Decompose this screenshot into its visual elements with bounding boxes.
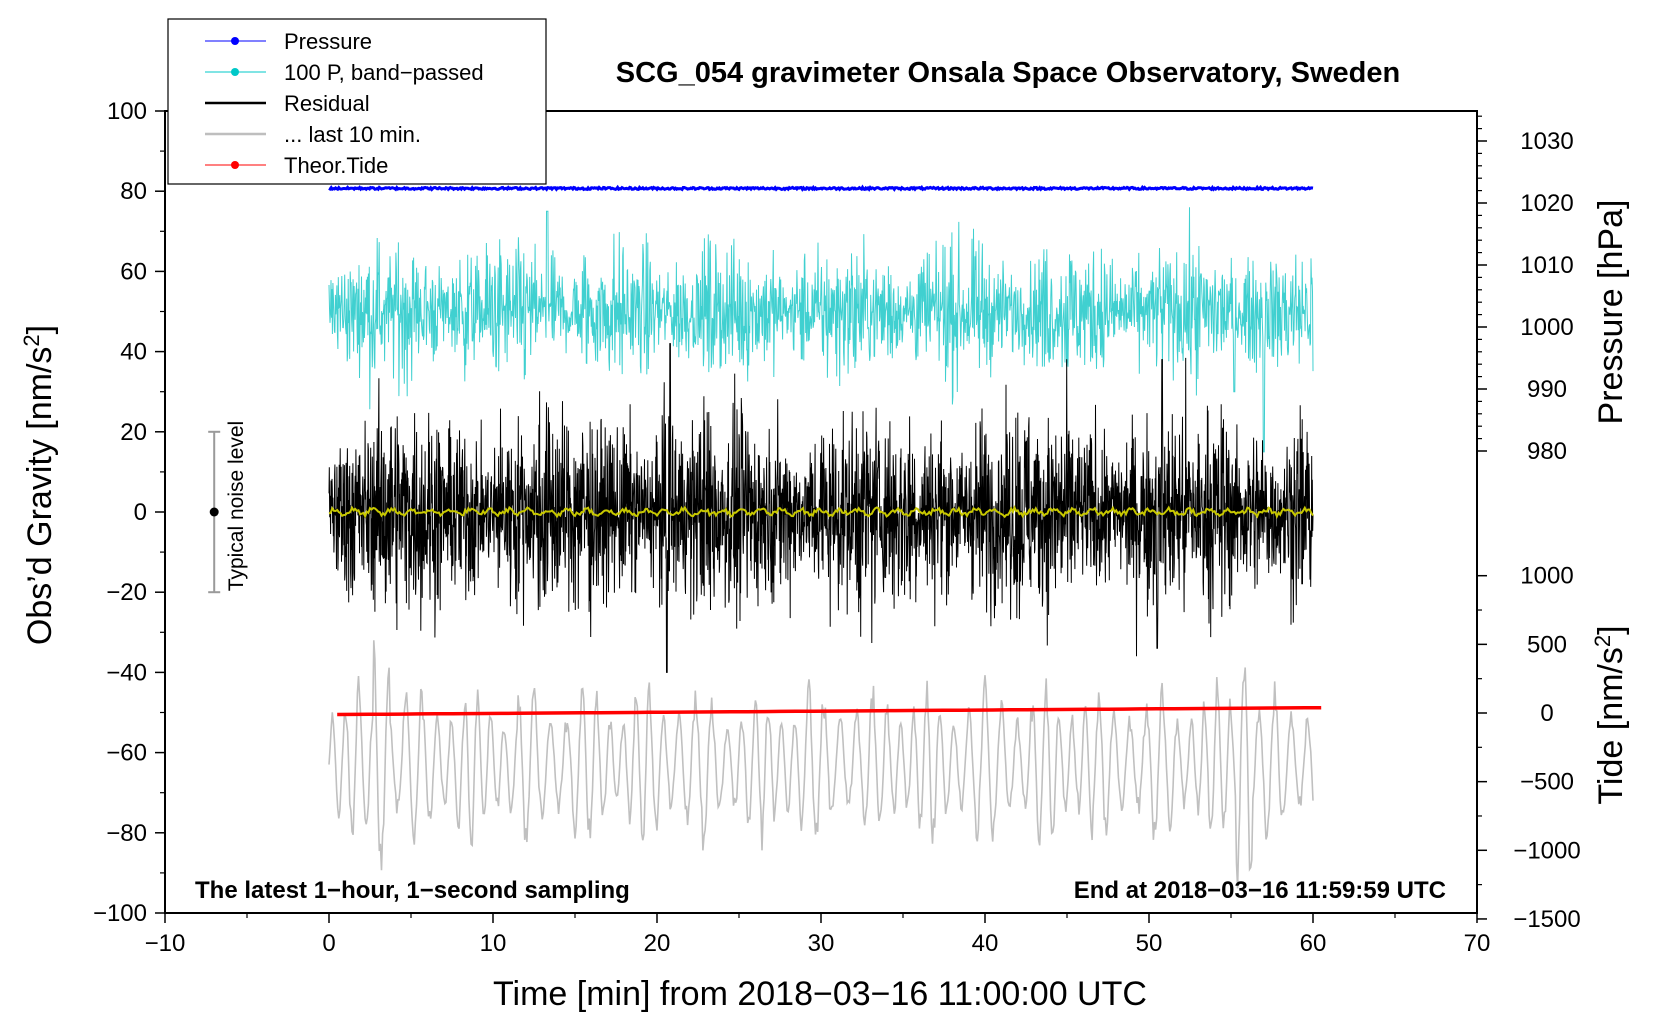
annotation-end-time: End at 2018−03−16 11:59:59 UTC (1074, 877, 1446, 904)
tide-tick-label: 500 (1527, 631, 1567, 658)
tide-tick-label: −1000 (1513, 837, 1580, 864)
tide-axis-ticks: 1000 500 0 −500 −1000 −1500 (1477, 563, 1581, 933)
pressure-axis-ticks: 980 990 1000 1010 1020 1030 (1477, 115, 1574, 465)
noise-bar-center-dot (209, 507, 219, 517)
y-axis-label-left-tail: ] (21, 325, 59, 334)
annotation-sampling: The latest 1−hour, 1−second sampling (195, 877, 630, 904)
legend-swatch-marker (231, 68, 239, 76)
chart-title: SCG_054 gravimeter Onsala Space Observat… (616, 57, 1400, 89)
legend-label: Pressure (284, 29, 372, 54)
pressure-tick-label: 1020 (1520, 190, 1573, 217)
pressure-tick-label: 1000 (1520, 314, 1573, 341)
y-tick-label: 100 (107, 98, 147, 125)
y-axis-label-left: Obs’d Gravity [nm/s2] (19, 325, 59, 645)
series-residual-smoothed- (328, 504, 1314, 519)
y-axis-label-tide-sup: 2 (1590, 635, 1615, 647)
series-theor-tide (337, 705, 1322, 717)
pressure-tick-label: 1010 (1520, 252, 1573, 279)
tide-tick-label: −500 (1520, 769, 1574, 796)
x-tick-label: −10 (145, 930, 186, 957)
legend-swatch-marker (231, 37, 239, 45)
tide-tick-label: 0 (1540, 700, 1553, 727)
y-tick-label: −20 (106, 579, 147, 606)
legend-box (167, 18, 547, 185)
y-tick-label: 40 (120, 339, 147, 366)
noise-level-indicator (208, 430, 221, 594)
y-tick-label: 0 (134, 499, 147, 526)
y-axis-label-tide: Tide [nm/s2] (1590, 625, 1630, 804)
tide-tick-label: −1500 (1513, 906, 1580, 933)
legend-label: 100 P, band−passed (284, 60, 484, 85)
x-tick-label: 10 (480, 930, 507, 957)
y-axis-label-tide-text: Tide [nm/s (1592, 647, 1630, 804)
y-tick-label: −80 (106, 820, 147, 847)
legend-label: Theor.Tide (284, 153, 388, 178)
legend: Pressure 100 P, band−passed Residual ... la… (167, 18, 547, 185)
noise-level-label: Typical noise level (225, 421, 248, 591)
y-tick-label: 80 (120, 178, 147, 205)
y-tick-label: 60 (120, 258, 147, 285)
y-tick-label: −100 (93, 900, 147, 927)
pressure-tick-label: 1030 (1520, 128, 1573, 155)
legend-label: ... last 10 min. (284, 122, 421, 147)
x-tick-label: 50 (1136, 930, 1163, 957)
x-tick-label: 40 (972, 930, 999, 957)
x-axis-label: Time [min] from 2018−03−16 11:00:00 UTC (493, 975, 1147, 1013)
legend-swatch-marker (231, 161, 239, 169)
series-100-p-band-passed (328, 207, 1314, 453)
series-layer (328, 184, 1322, 889)
y-axis-ticks: −100 −80 −60 −40 −20 0 20 40 60 80 100 (93, 98, 165, 927)
legend-items: Pressure 100 P, band−passed Residual ... la… (205, 29, 484, 178)
y-tick-label: −60 (106, 740, 147, 767)
x-axis-ticks: −10 0 10 20 30 40 50 60 70 (145, 913, 1491, 957)
legend-label: Residual (284, 91, 370, 116)
x-tick-label: 20 (644, 930, 671, 957)
series-pressure (328, 184, 1314, 192)
y-axis-label-left-text: Obs’d Gravity [nm/s (21, 347, 59, 646)
y-axis-label-left-sup: 2 (19, 334, 44, 346)
series--last-10-min- (328, 640, 1314, 889)
pressure-tick-label: 990 (1527, 376, 1567, 403)
y-axis-label-pressure: Pressure [hPa] (1592, 200, 1630, 425)
x-tick-label: 60 (1300, 930, 1327, 957)
x-tick-label: 0 (322, 930, 335, 957)
y-tick-label: −40 (106, 659, 147, 686)
y-axis-label-tide-tail: ] (1592, 625, 1630, 634)
tide-tick-label: 1000 (1520, 563, 1573, 590)
x-tick-label: 30 (808, 930, 835, 957)
pressure-tick-label: 980 (1527, 438, 1567, 465)
y-tick-label: 20 (120, 419, 147, 446)
x-tick-label: 70 (1464, 930, 1491, 957)
